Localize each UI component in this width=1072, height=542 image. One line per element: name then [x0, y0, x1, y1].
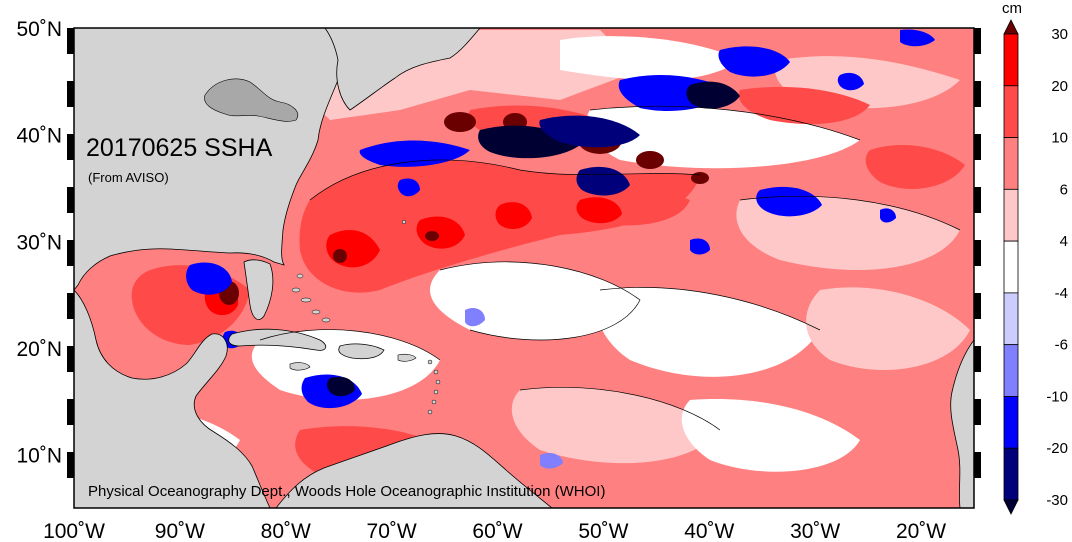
great-lakes	[204, 78, 299, 122]
longitude-label: 50˚W	[578, 520, 628, 542]
longitude-tick-labels: 100˚W 90˚W 80˚W 70˚W 60˚W 50˚W 40˚W 30˚W 20˚W	[43, 520, 946, 542]
colorbar-swatch	[1003, 292, 1019, 346]
latitude-label: 40˚N	[16, 125, 62, 148]
colorbar-swatch	[1003, 19, 1019, 35]
jamaica-land	[289, 362, 311, 371]
map-title: 20170625 SSHA	[86, 134, 273, 162]
colorbar-swatch	[1003, 85, 1019, 138]
colorbar-label: 30	[1051, 26, 1068, 43]
colorbar-swatch	[1003, 137, 1019, 190]
longitude-label: 100˚W	[43, 520, 105, 542]
latitude-tick-labels: 50˚N 40˚N 30˚N 20˚N 10˚N	[16, 18, 62, 468]
colorbar-swatch	[1003, 396, 1019, 449]
colorbar-label: 10	[1051, 130, 1068, 147]
latitude-label: 30˚N	[16, 231, 62, 254]
land-masses	[74, 28, 974, 508]
colorbar-swatch	[1003, 188, 1019, 242]
colorbar-swatch	[1003, 33, 1019, 87]
mexico-central-america-land	[74, 289, 271, 508]
florida-land	[243, 259, 274, 320]
colorbar-swatch	[1003, 240, 1019, 294]
puerto-rico-land	[397, 353, 417, 362]
cuba-land	[228, 328, 327, 351]
colorbar-label: -6	[1055, 337, 1068, 354]
latitude-label: 50˚N	[16, 18, 62, 41]
colorbar-label: -20	[1046, 440, 1068, 457]
longitude-label: 70˚W	[367, 520, 417, 542]
colorbar: cm 30 20 10 6 4 -4 -6 -10 -20 -30	[1002, 0, 1068, 515]
colorbar-label: 20	[1051, 78, 1068, 95]
bermuda-island	[401, 219, 407, 225]
maritimes-land	[324, 28, 481, 111]
south-america-land	[275, 433, 553, 508]
longitude-label: 80˚W	[261, 520, 311, 542]
latitude-label: 10˚N	[16, 445, 62, 468]
colorbar-label: -10	[1046, 388, 1068, 405]
latitude-label: 20˚N	[16, 338, 62, 361]
map-plot-area	[74, 28, 974, 508]
contour-lines	[259, 105, 961, 431]
colorbar-swatch	[1003, 499, 1019, 515]
colorbar-label: 4	[1060, 233, 1068, 250]
africa-land	[950, 339, 974, 508]
longitude-label: 20˚W	[896, 520, 946, 542]
latitude-border-ticks	[67, 28, 981, 478]
colorbar-tick-labels: 30 20 10 6 4 -4 -6 -10 -20 -30	[1046, 26, 1068, 509]
colorbar-swatch	[1003, 447, 1019, 501]
bahamas-islands	[291, 273, 331, 323]
data-source-note: (From AVISO)	[88, 170, 169, 185]
lesser-antilles-islands	[427, 359, 441, 415]
longitude-label: 30˚W	[790, 520, 840, 542]
colorbar-swatches	[1003, 19, 1019, 515]
colorbar-label: 6	[1060, 181, 1068, 198]
colorbar-label: -4	[1055, 285, 1068, 302]
map-frame	[73, 27, 975, 509]
longitude-label: 40˚W	[684, 520, 734, 542]
colorbar-swatch	[1003, 344, 1019, 397]
longitude-label: 60˚W	[472, 520, 522, 542]
north-america-land	[74, 28, 341, 291]
colorbar-label: -30	[1046, 492, 1068, 509]
hispaniola-land	[338, 343, 385, 360]
colorbar-unit: cm	[1002, 0, 1022, 17]
longitude-label: 90˚W	[155, 520, 205, 542]
credit-text: Physical Oceanography Dept., Woods Hole …	[88, 483, 605, 500]
